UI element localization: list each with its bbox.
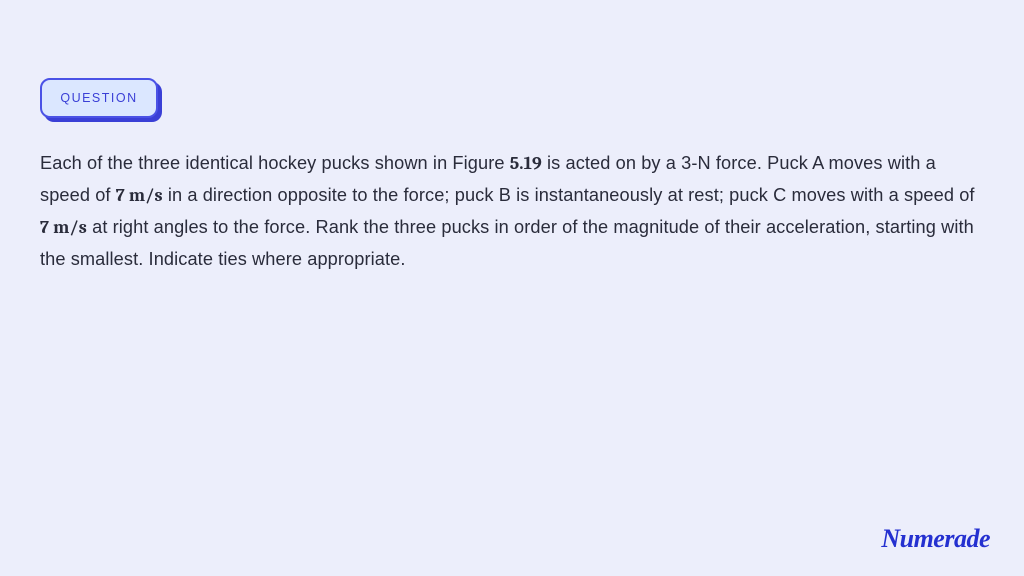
question-part4: at right angles to the force. Rank the t… <box>40 217 974 269</box>
question-text: Each of the three identical hockey pucks… <box>40 148 984 275</box>
figure-number: 5.19 <box>510 153 542 174</box>
speed-c: 7 m/s <box>40 217 87 238</box>
question-badge: QUESTION <box>40 78 158 118</box>
badge-label: QUESTION <box>60 91 137 105</box>
question-part3: in a direction opposite to the force; pu… <box>163 185 975 205</box>
question-part1: Each of the three identical hockey pucks… <box>40 153 510 173</box>
speed-a: 7 m/s <box>116 185 163 206</box>
question-badge-container: QUESTION <box>40 78 158 118</box>
numerade-logo: Numerade <box>881 524 990 554</box>
